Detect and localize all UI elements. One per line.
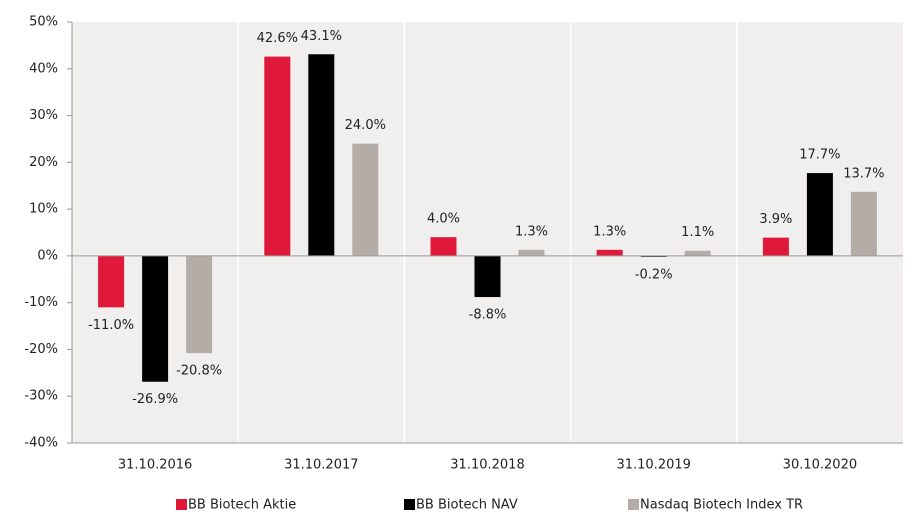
x-tick-label: 31.10.2018 bbox=[450, 458, 524, 473]
y-tick-label: -10% bbox=[24, 295, 58, 310]
legend-label: BB Biotech Aktie bbox=[188, 498, 296, 513]
y-tick-label: 50% bbox=[29, 15, 58, 30]
x-tick-label: 31.10.2019 bbox=[616, 458, 690, 473]
x-tick-label: 31.10.2017 bbox=[284, 458, 358, 473]
bar bbox=[308, 54, 335, 256]
y-tick-label: 0% bbox=[37, 248, 58, 263]
data-label: 24.0% bbox=[345, 118, 386, 133]
data-label: 3.9% bbox=[759, 212, 792, 227]
data-label: -20.8% bbox=[176, 364, 222, 379]
bar bbox=[352, 143, 379, 256]
bar bbox=[762, 237, 789, 256]
y-tick-label: -30% bbox=[24, 389, 58, 404]
data-label: -0.2% bbox=[635, 267, 673, 282]
data-label: -11.0% bbox=[88, 318, 134, 333]
legend-label: BB Biotech NAV bbox=[416, 498, 518, 513]
data-label: 43.1% bbox=[301, 29, 342, 44]
y-tick-label: 10% bbox=[29, 202, 58, 217]
bar bbox=[684, 250, 711, 256]
data-label: 1.1% bbox=[681, 225, 714, 240]
legend-swatch bbox=[176, 499, 187, 510]
bar bbox=[98, 255, 125, 308]
data-label: 13.7% bbox=[843, 166, 884, 181]
data-label: -26.9% bbox=[132, 392, 178, 407]
bar bbox=[850, 191, 877, 256]
bar bbox=[142, 255, 169, 382]
data-label: -8.8% bbox=[469, 308, 507, 323]
data-label: 1.3% bbox=[515, 224, 548, 239]
legend-swatch bbox=[628, 499, 639, 510]
y-tick-label: 30% bbox=[29, 108, 58, 123]
bar bbox=[806, 173, 833, 256]
y-tick-label: -40% bbox=[24, 436, 58, 451]
y-tick-label: 20% bbox=[29, 155, 58, 170]
bar bbox=[264, 56, 291, 256]
x-tick-label: 31.10.2016 bbox=[118, 458, 192, 473]
y-tick-label: 40% bbox=[29, 61, 58, 76]
bar bbox=[518, 249, 545, 256]
bar bbox=[186, 255, 213, 354]
y-tick-label: -20% bbox=[24, 342, 58, 357]
legend-label: Nasdaq Biotech Index TR bbox=[640, 498, 803, 513]
x-tick-label: 30.10.2020 bbox=[783, 458, 857, 473]
bar bbox=[430, 237, 457, 256]
data-label: 4.0% bbox=[427, 212, 460, 227]
data-label: 42.6% bbox=[257, 31, 298, 46]
bar bbox=[596, 249, 623, 256]
data-label: 1.3% bbox=[593, 224, 626, 239]
bar bbox=[474, 255, 501, 298]
plot-background bbox=[72, 22, 903, 443]
data-label: 17.7% bbox=[799, 148, 840, 163]
legend-swatch bbox=[404, 499, 415, 510]
